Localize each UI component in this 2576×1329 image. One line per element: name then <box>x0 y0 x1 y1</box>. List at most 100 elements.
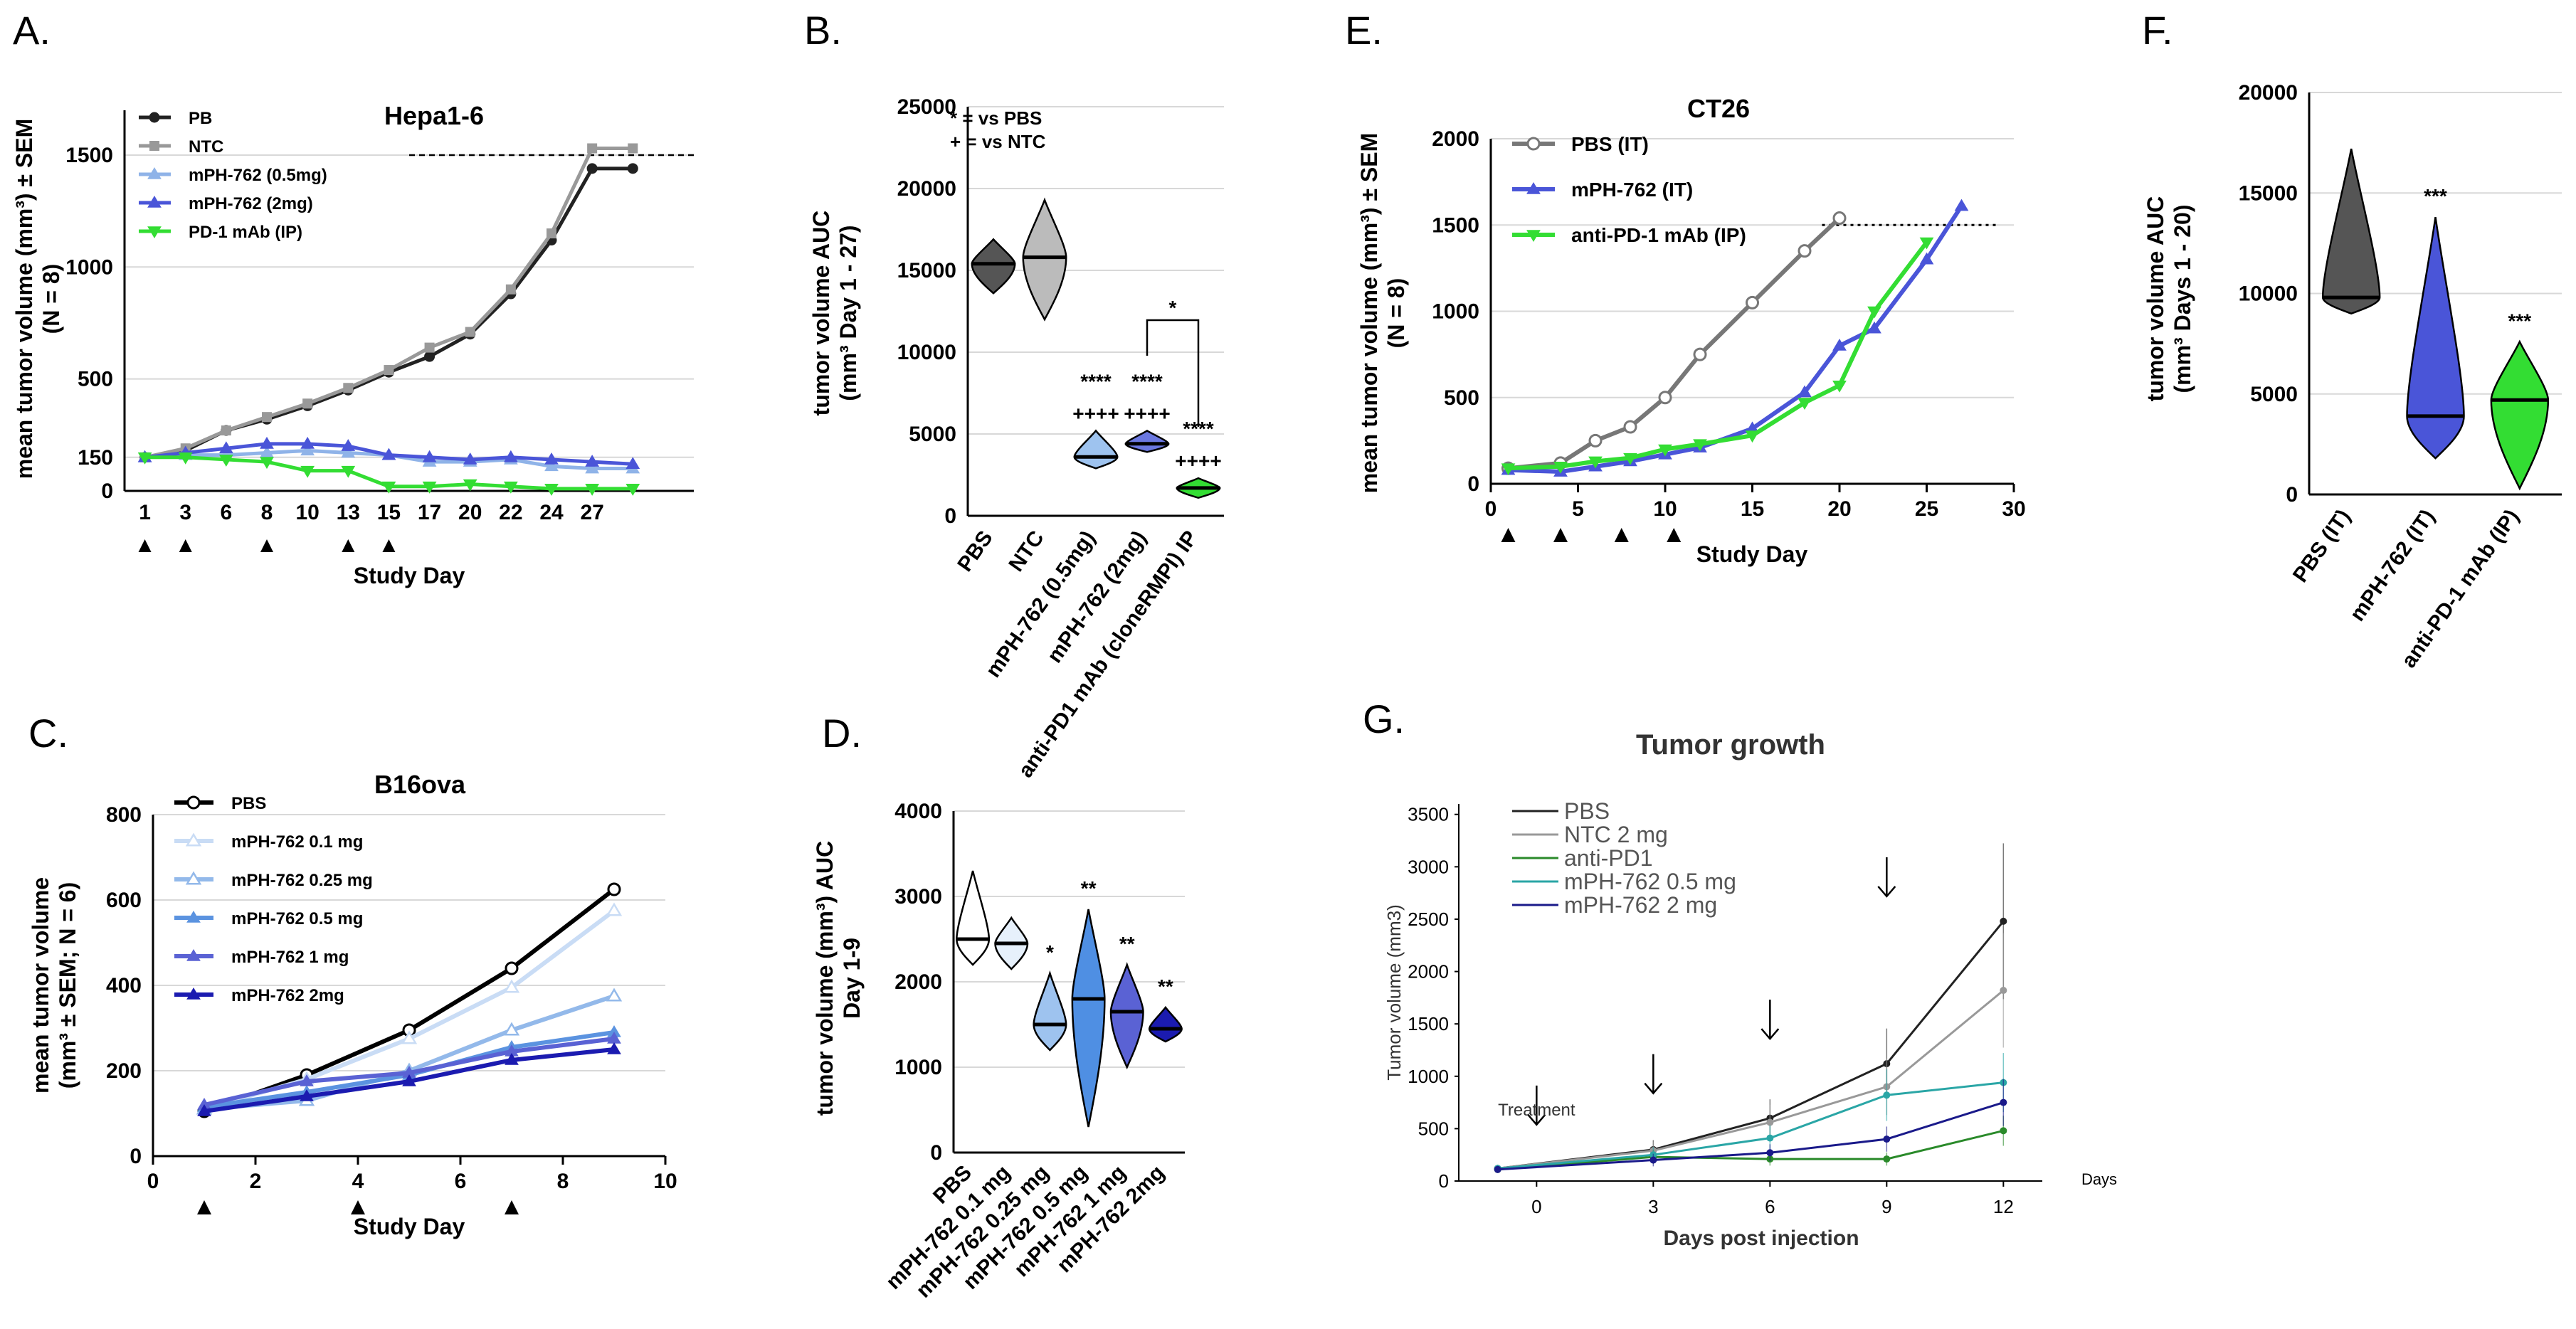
series-1-point-6 <box>384 365 394 376</box>
series-2-point-3 <box>1623 452 1637 465</box>
series-2-point-10 <box>1919 237 1934 250</box>
series-3-point-7 <box>422 450 437 462</box>
significance-bottom-3: ++++ <box>1124 402 1170 424</box>
legend-label-0: PBS <box>231 794 266 813</box>
y-tick-5: 2500 <box>1408 909 1449 930</box>
y-tick-0: 0 <box>944 504 956 528</box>
y-axis-label: mean tumor volume (mm³) ± SEM <box>1356 133 1382 494</box>
note-vs-ntc: + = vs NTC <box>950 131 1046 152</box>
violin-0 <box>971 238 1016 295</box>
y-tick-3: 1500 <box>1408 1013 1449 1034</box>
y-tick-2: 10000 <box>897 341 956 364</box>
treatment-arrow-1 <box>1553 528 1568 542</box>
series-1-point-8 <box>465 327 475 337</box>
significance-top-2: *** <box>2508 309 2531 332</box>
series-2-point-0 <box>1501 463 1516 476</box>
x-tick-4: 12 <box>1993 1196 2014 1217</box>
series-4-point-1 <box>300 1074 314 1086</box>
series-4-point-1 <box>178 452 193 465</box>
y-axis-label: mean tumor volume <box>28 877 53 1094</box>
violin-4 <box>1109 962 1144 1070</box>
series-5-point-1 <box>300 1089 314 1101</box>
panel-label-e: E. <box>1345 8 1383 53</box>
category-label-1: NTC <box>1004 526 1048 576</box>
legend-label-4: mPH-762 1 mg <box>231 948 349 967</box>
series-4-point-7 <box>422 481 437 494</box>
series-1-point-11 <box>587 143 598 154</box>
treatment-arrow-head-0 <box>1527 1114 1546 1126</box>
significance-top-2: **** <box>1080 370 1112 392</box>
x-axis-label: Study Day <box>354 563 465 588</box>
legend-marker-2 <box>185 871 202 885</box>
bracket-label: * <box>1169 297 1177 319</box>
treatment-arrow-head-2 <box>1761 1028 1780 1041</box>
legend-marker-5 <box>186 988 201 1000</box>
series-2-point-2 <box>1588 456 1603 469</box>
series-0-point-6 <box>1746 295 1759 309</box>
y-tick-4: 800 <box>106 803 142 827</box>
y-tick-3: 1500 <box>1432 213 1479 237</box>
treatment-arrow-0 <box>138 539 152 552</box>
x-tick-5: 13 <box>337 501 360 524</box>
legend-marker-4 <box>147 226 162 238</box>
y-tick-3: 15000 <box>2239 181 2298 205</box>
y-tick-5: 25000 <box>897 95 956 119</box>
y-axis-label: tumor volume AUC <box>808 211 834 416</box>
legend-marker-4 <box>186 949 201 961</box>
y-tick-1: 500 <box>1418 1118 1449 1139</box>
x-tick-1: 5 <box>1572 497 1584 521</box>
series-2-point-5 <box>1693 439 1707 452</box>
legend-label-0: PB <box>189 109 212 128</box>
chart-title: CT26 <box>1687 94 1750 123</box>
series-2-point-11 <box>585 461 600 474</box>
series-line-0 <box>1497 920 2005 1170</box>
treatment-arrow-2 <box>505 1200 519 1214</box>
y-tick-3: 15000 <box>897 259 956 282</box>
x-tick-5: 10 <box>653 1170 677 1193</box>
series-5-point-3 <box>505 1053 519 1065</box>
series-2-point-7 <box>1798 398 1812 411</box>
treatment-arrow-head-1 <box>1644 1082 1663 1095</box>
significance-top-3: ** <box>1081 877 1097 899</box>
y-tick-0: 0 <box>2286 483 2298 507</box>
y-tick-4: 2000 <box>1432 127 1479 151</box>
series-1-point-7 <box>424 342 435 353</box>
y-tick-1: 200 <box>106 1059 142 1083</box>
series-2-point-10 <box>544 459 559 472</box>
panel-label-c: C. <box>28 711 68 756</box>
y-tick-4: 20000 <box>897 177 956 201</box>
series-5-point-2 <box>402 1074 416 1086</box>
x-tick-7: 17 <box>418 501 441 524</box>
x-tick-1: 3 <box>179 501 191 524</box>
y-tick-2: 400 <box>106 974 142 997</box>
x-tick-6: 15 <box>377 501 401 524</box>
legend-marker-3 <box>147 196 162 208</box>
x-tick-3: 9 <box>1881 1196 1891 1217</box>
x-tick-1: 2 <box>250 1170 262 1193</box>
y-tick-0: 0 <box>101 480 113 503</box>
series-1-point-10 <box>547 228 556 239</box>
treatment-arrow-0 <box>1501 528 1516 542</box>
series-4-point-3 <box>1883 1135 1891 1143</box>
violin-1 <box>2406 216 2465 460</box>
series-0-point-7 <box>1798 244 1812 258</box>
y-axis-label-line2: (mm³ ± SEM; N = 6) <box>55 882 80 1089</box>
series-1-point-2 <box>401 1030 418 1044</box>
y-tick-1: 1000 <box>894 1056 942 1079</box>
violin-5 <box>1148 1005 1183 1043</box>
legend-marker-1 <box>1526 182 1541 194</box>
panel-label-b: B. <box>804 8 842 53</box>
series-3-point-3 <box>260 436 274 449</box>
category-label-1: mPH-762 (IT) <box>2345 505 2439 625</box>
violin-2 <box>2490 339 2550 491</box>
y-axis-label: mean tumor volume (mm³) ± SEM <box>11 119 37 480</box>
significance-bottom-4: ++++ <box>1175 450 1221 472</box>
x-end-label: Days <box>2081 1170 2117 1188</box>
series-1-point-3 <box>262 412 272 423</box>
series-3-point-12 <box>625 457 640 470</box>
series-2-point-9 <box>1867 306 1881 319</box>
x-tick-0: 0 <box>147 1170 159 1193</box>
series-1-point-2 <box>1766 1118 1774 1126</box>
panel-e-ct26-chart: 0 500 1000 1500 2000 0 5 10 15 20 25 30 CT26 PBS (IT)… <box>1356 94 2026 567</box>
x-tick-2: 4 <box>352 1170 364 1193</box>
